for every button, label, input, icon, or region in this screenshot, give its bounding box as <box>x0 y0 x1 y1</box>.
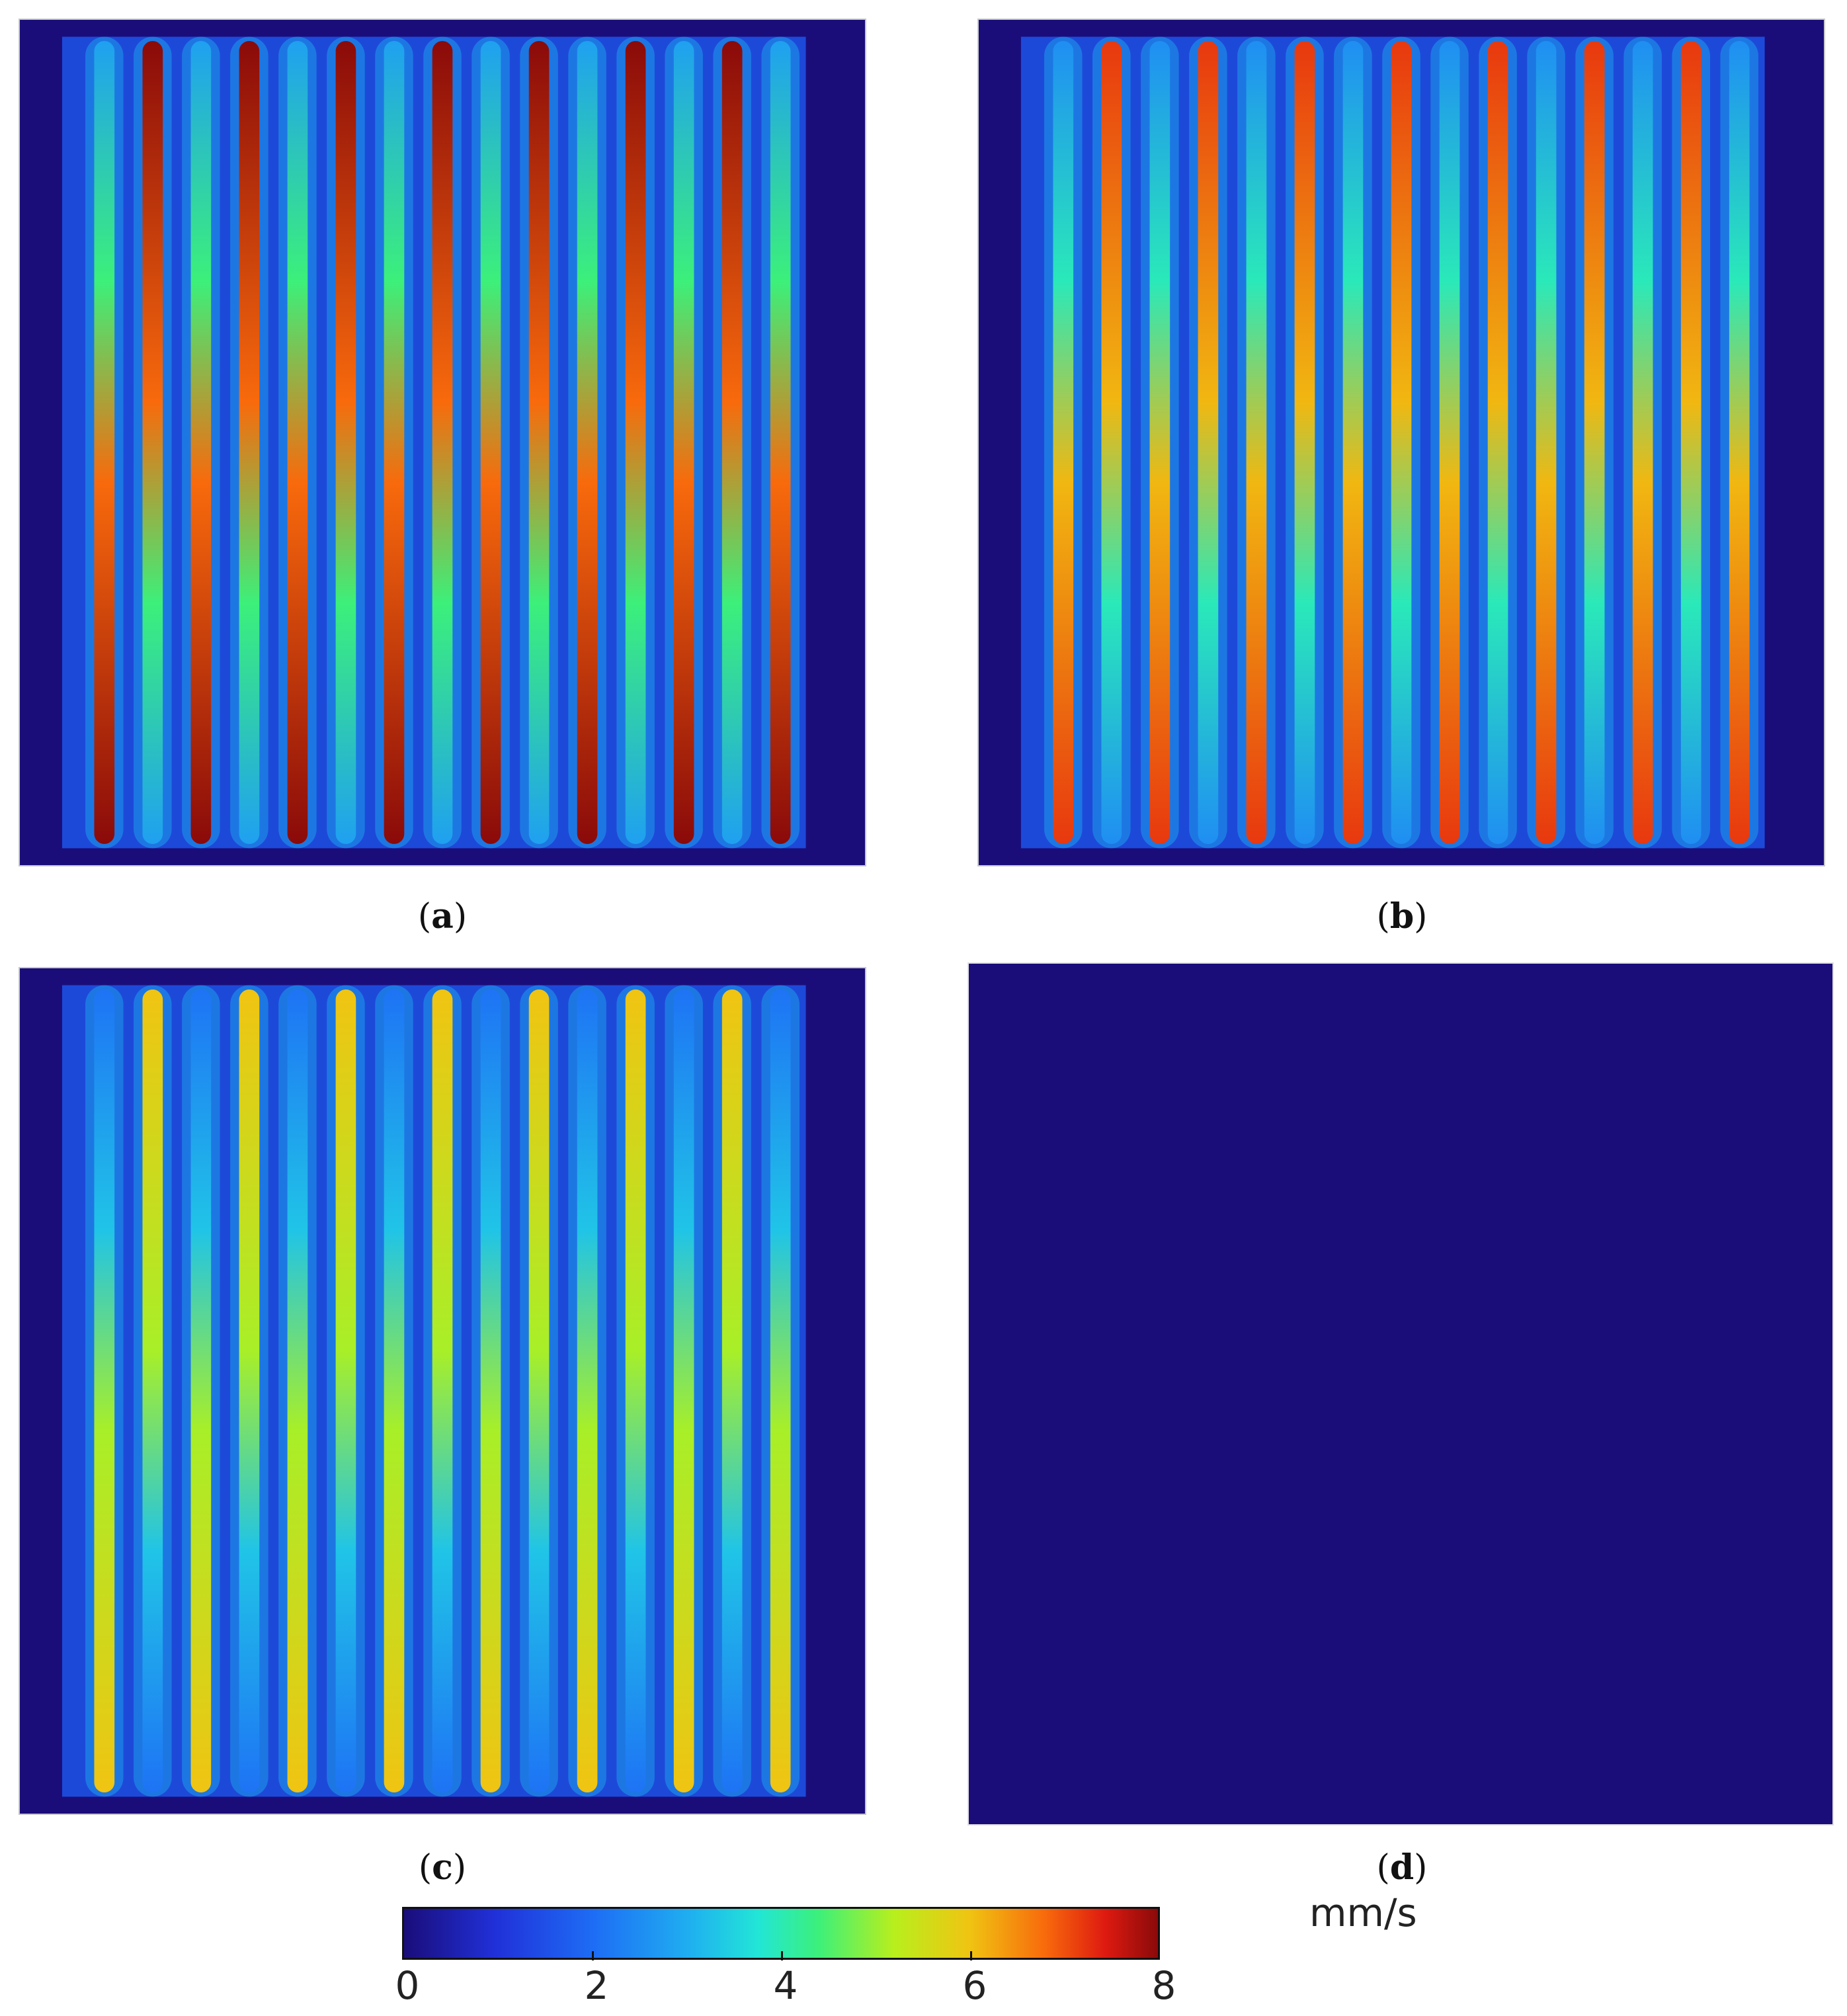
colorbar-tick-0 <box>592 1951 594 1960</box>
velocity-stripe-8 <box>480 989 501 1793</box>
velocity-stripe-2 <box>190 989 212 1793</box>
velocity-stripe-4 <box>287 989 308 1793</box>
caption-b: (b) <box>1376 896 1428 937</box>
velocity-stripe-1 <box>142 40 163 845</box>
velocity-stripe-11 <box>625 989 646 1793</box>
velocity-stripe-9 <box>1487 40 1508 845</box>
velocity-stripe-1 <box>1101 40 1122 845</box>
colorbar-tick-1 <box>781 1951 783 1960</box>
velocity-stripe-13 <box>1680 40 1702 845</box>
velocity-stripe-7 <box>1391 40 1412 845</box>
colorbar-label-0: 0 <box>395 1963 420 2008</box>
velocity-stripe-0 <box>94 40 115 845</box>
velocity-stripe-4 <box>1246 40 1267 845</box>
velocity-stripe-11 <box>625 40 646 845</box>
velocity-stripe-3 <box>239 40 260 845</box>
panel-a <box>19 19 866 866</box>
velocity-stripe-9 <box>528 40 550 845</box>
velocity-stripe-14 <box>770 40 791 845</box>
colorbar-label-3: 6 <box>962 1963 987 2008</box>
velocity-stripe-14 <box>1729 40 1750 845</box>
velocity-stripe-5 <box>335 40 356 845</box>
heatmap-background <box>969 964 1832 1824</box>
caption-a: (a) <box>417 896 468 937</box>
colorbar-unit: mm/s <box>1309 1890 1417 1935</box>
velocity-stripe-13 <box>721 989 743 1793</box>
velocity-stripe-2 <box>1149 40 1170 845</box>
colorbar-label-4: 8 <box>1151 1963 1176 2008</box>
velocity-stripe-6 <box>384 40 405 845</box>
velocity-stripe-3 <box>1198 40 1219 845</box>
velocity-stripe-0 <box>94 989 115 1793</box>
colorbar-label-1: 2 <box>584 1963 609 2008</box>
caption-d-letter: d <box>1389 1847 1415 1888</box>
velocity-stripe-6 <box>384 989 405 1793</box>
colorbar <box>402 1907 1160 1960</box>
velocity-stripe-12 <box>673 989 694 1793</box>
velocity-stripe-13 <box>721 40 743 845</box>
heatmap-d <box>969 964 1832 1824</box>
velocity-stripe-7 <box>432 989 453 1793</box>
caption-b-letter: b <box>1389 896 1415 937</box>
velocity-stripe-5 <box>1294 40 1315 845</box>
velocity-stripe-11 <box>1584 40 1605 845</box>
velocity-stripe-1 <box>142 989 163 1793</box>
heatmap-b <box>979 20 1824 865</box>
velocity-stripe-14 <box>770 989 791 1793</box>
velocity-stripe-3 <box>239 989 260 1793</box>
velocity-stripe-0 <box>1053 40 1074 845</box>
velocity-stripe-10 <box>577 40 598 845</box>
panel-c <box>19 967 866 1815</box>
caption-c: (c) <box>418 1847 467 1888</box>
velocity-stripe-8 <box>1439 40 1460 845</box>
colorbar-label-2: 4 <box>773 1963 798 2008</box>
colorbar-tick-2 <box>970 1951 972 1960</box>
caption-a-letter: a <box>431 896 454 937</box>
velocity-stripe-6 <box>1342 40 1364 845</box>
velocity-stripe-8 <box>480 40 501 845</box>
velocity-stripe-2 <box>190 40 212 845</box>
caption-c-letter: c <box>432 1847 453 1888</box>
velocity-stripe-10 <box>1536 40 1557 845</box>
velocity-stripe-9 <box>528 989 550 1793</box>
velocity-stripe-4 <box>287 40 308 845</box>
velocity-stripe-10 <box>577 989 598 1793</box>
caption-d: (d) <box>1376 1847 1428 1888</box>
heatmap-a <box>20 20 865 865</box>
heatmap-c <box>20 968 865 1814</box>
velocity-stripe-12 <box>1632 40 1653 845</box>
velocity-stripe-7 <box>432 40 453 845</box>
panel-b <box>977 19 1825 866</box>
panel-d <box>967 962 1834 1826</box>
velocity-stripe-12 <box>673 40 694 845</box>
velocity-stripe-5 <box>335 989 356 1793</box>
